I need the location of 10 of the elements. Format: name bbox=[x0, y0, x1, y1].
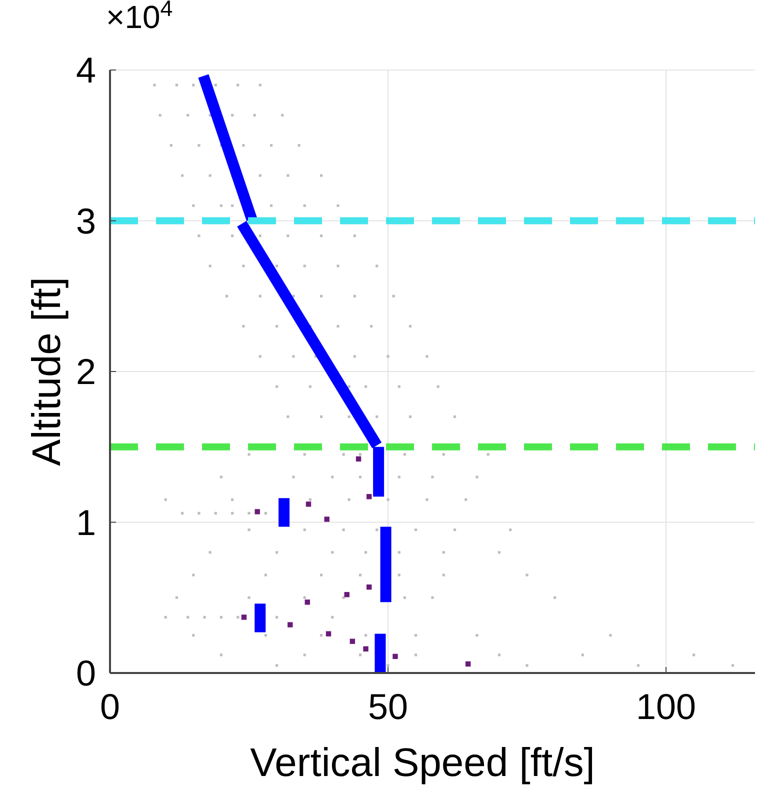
y-tick-label: 3 bbox=[76, 200, 96, 242]
x-axis-title: Vertical Speed [ft/s] bbox=[250, 741, 595, 785]
y-tick-label: 1 bbox=[76, 502, 96, 543]
x-tick-label: 100 bbox=[636, 686, 696, 727]
y-axis-title: Altitude [ft] bbox=[25, 277, 69, 466]
y-tick-label: 4 bbox=[76, 50, 96, 91]
y-tick-label: 0 bbox=[76, 652, 96, 694]
text: ×10$^{4}$ bbox=[106, 0, 173, 35]
x-tick-label: 50 bbox=[368, 686, 408, 727]
y-tick-label: 2 bbox=[76, 351, 96, 392]
